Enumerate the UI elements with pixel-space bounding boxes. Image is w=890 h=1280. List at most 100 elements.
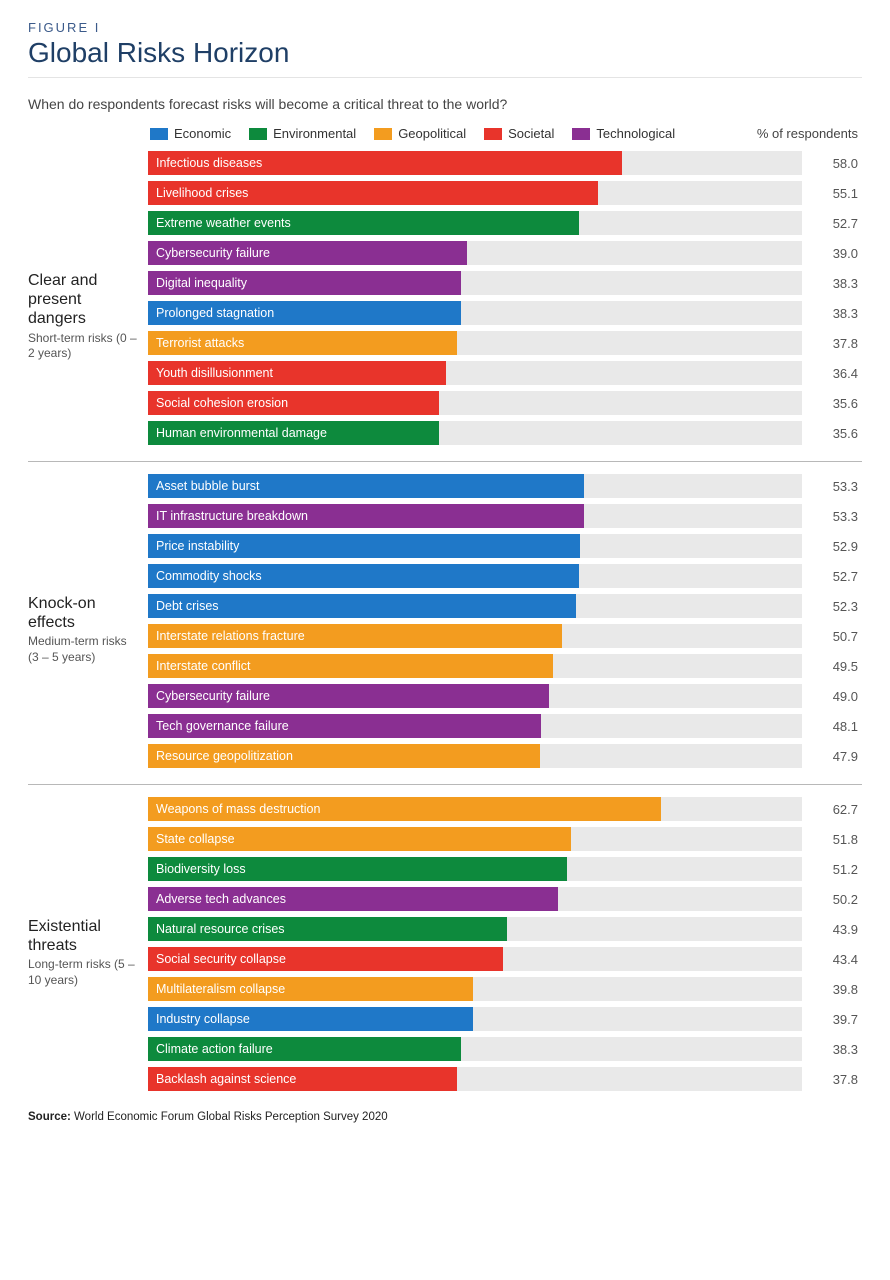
legend-item: Societal	[484, 126, 554, 141]
bar-fill: Weapons of mass destruction	[148, 797, 661, 821]
bar-track: Resource geopolitization	[148, 744, 802, 768]
legend-swatch	[484, 128, 502, 140]
bar-row: Livelihood crises 55.1	[148, 181, 862, 205]
bar-row: Tech governance failure 48.1	[148, 714, 862, 738]
bar-row: Cybersecurity failure49.0	[148, 684, 862, 708]
section: Clear and present dangersShort-term risk…	[28, 151, 862, 451]
figure-label: FIGURE I	[28, 20, 862, 35]
section-title: Knock-on effects	[28, 594, 140, 632]
legend-label: Geopolitical	[398, 126, 466, 141]
bar-track: Biodiversity loss	[148, 857, 802, 881]
top-rule	[28, 77, 862, 78]
bar-value: 39.8	[802, 977, 862, 1001]
bar-value: 38.3	[802, 271, 862, 295]
bar-row: Weapons of mass destruction 62.7	[148, 797, 862, 821]
section: Knock-on effectsMedium-term risks (3 – 5…	[28, 474, 862, 774]
bar-track: State collapse	[148, 827, 802, 851]
bar-value: 53.3	[802, 504, 862, 528]
bar-fill: Social security collapse	[148, 947, 503, 971]
bar-value: 50.2	[802, 887, 862, 911]
section-subtitle: Long-term risks (5 – 10 years)	[28, 957, 140, 988]
bar-track: Price instability	[148, 534, 802, 558]
bar-value: 55.1	[802, 181, 862, 205]
bar-fill: Youth disillusionment	[148, 361, 446, 385]
bar-row: Backlash against science37.8	[148, 1067, 862, 1091]
bar-fill: Natural resource crises	[148, 917, 507, 941]
bar-fill: IT infrastructure breakdown	[148, 504, 584, 528]
bar-track: IT infrastructure breakdown	[148, 504, 802, 528]
bar-track: Climate action failure	[148, 1037, 802, 1061]
bar-row: Interstate relations fracture50.7	[148, 624, 862, 648]
bar-track: Adverse tech advances	[148, 887, 802, 911]
bar-fill: Asset bubble burst	[148, 474, 584, 498]
bar-track: Backlash against science	[148, 1067, 802, 1091]
bar-fill: Interstate conflict	[148, 654, 553, 678]
bar-fill: State collapse	[148, 827, 571, 851]
bar-value: 62.7	[802, 797, 862, 821]
bar-value: 52.7	[802, 564, 862, 588]
bar-value: 47.9	[802, 744, 862, 768]
bar-value: 38.3	[802, 301, 862, 325]
bar-value: 43.9	[802, 917, 862, 941]
bar-row: Asset bubble burst53.3	[148, 474, 862, 498]
bar-fill: Debt crises	[148, 594, 576, 618]
bar-value: 52.7	[802, 211, 862, 235]
section: Existential threatsLong-term risks (5 – …	[28, 797, 862, 1097]
section-title: Clear and present dangers	[28, 271, 140, 329]
bar-fill: Tech governance failure	[148, 714, 541, 738]
legend-item: Environmental	[249, 126, 356, 141]
bar-fill: Digital inequality	[148, 271, 461, 295]
bar-row: Interstate conflict49.5	[148, 654, 862, 678]
bar-value: 37.8	[802, 331, 862, 355]
bar-fill: Climate action failure	[148, 1037, 461, 1061]
bar-value: 35.6	[802, 391, 862, 415]
bar-fill: Commodity shocks	[148, 564, 579, 588]
bar-value: 43.4	[802, 947, 862, 971]
bar-row: State collapse51.8	[148, 827, 862, 851]
bar-fill: Industry collapse	[148, 1007, 473, 1031]
bar-fill: Multilateralism collapse	[148, 977, 473, 1001]
legend-swatch	[150, 128, 168, 140]
bar-track: Interstate relations fracture	[148, 624, 802, 648]
bar-track: Prolonged stagnation	[148, 301, 802, 325]
bar-track: Livelihood crises	[148, 181, 802, 205]
bar-row: Resource geopolitization47.9	[148, 744, 862, 768]
bar-fill: Adverse tech advances	[148, 887, 558, 911]
bar-row: Multilateralism collapse 39.8	[148, 977, 862, 1001]
bar-row: Social security collapse 43.4	[148, 947, 862, 971]
bar-fill: Prolonged stagnation	[148, 301, 461, 325]
bar-track: Weapons of mass destruction	[148, 797, 802, 821]
bar-row: Adverse tech advances 50.2	[148, 887, 862, 911]
bar-track: Interstate conflict	[148, 654, 802, 678]
bar-value: 39.0	[802, 241, 862, 265]
bar-fill: Infectious diseases	[148, 151, 622, 175]
bar-fill: Backlash against science	[148, 1067, 457, 1091]
bar-row: Commodity shocks 52.7	[148, 564, 862, 588]
bar-track: Terrorist attacks	[148, 331, 802, 355]
bar-track: Human environmental damage	[148, 421, 802, 445]
bar-fill: Price instability	[148, 534, 580, 558]
bar-track: Multilateralism collapse	[148, 977, 802, 1001]
bar-track: Cybersecurity failure	[148, 684, 802, 708]
bar-value: 48.1	[802, 714, 862, 738]
bar-track: Debt crises	[148, 594, 802, 618]
bar-row: Infectious diseases 58.0	[148, 151, 862, 175]
legend: EconomicEnvironmentalGeopoliticalSocieta…	[148, 126, 862, 141]
bar-row: Industry collapse39.7	[148, 1007, 862, 1031]
subtitle: When do respondents forecast risks will …	[28, 96, 862, 112]
bar-value: 49.0	[802, 684, 862, 708]
bar-track: Infectious diseases	[148, 151, 802, 175]
bar-value: 38.3	[802, 1037, 862, 1061]
legend-item: Technological	[572, 126, 675, 141]
bar-value: 35.6	[802, 421, 862, 445]
bar-fill: Interstate relations fracture	[148, 624, 562, 648]
section-separator	[28, 784, 862, 785]
source-label: Source:	[28, 1111, 71, 1123]
bar-fill: Livelihood crises	[148, 181, 598, 205]
bar-track: Asset bubble burst	[148, 474, 802, 498]
bar-fill: Human environmental damage	[148, 421, 439, 445]
bar-row: Terrorist attacks37.8	[148, 331, 862, 355]
legend-item: Geopolitical	[374, 126, 466, 141]
bar-value: 58.0	[802, 151, 862, 175]
page-title: Global Risks Horizon	[28, 37, 862, 69]
